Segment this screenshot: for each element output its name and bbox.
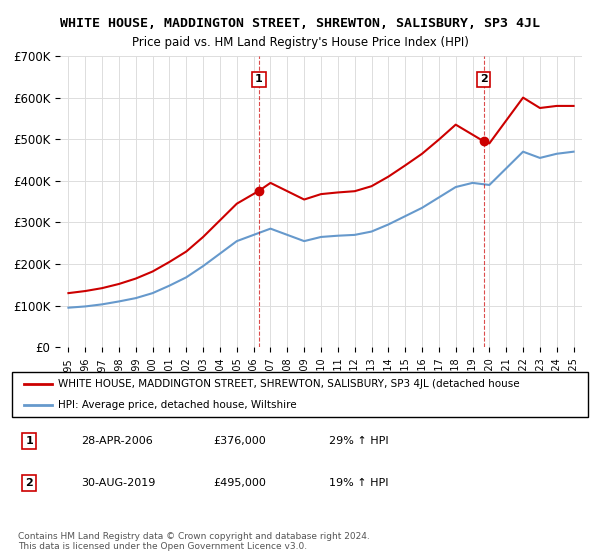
Text: 1: 1 <box>25 436 33 446</box>
Text: HPI: Average price, detached house, Wiltshire: HPI: Average price, detached house, Wilt… <box>58 400 297 410</box>
Text: Price paid vs. HM Land Registry's House Price Index (HPI): Price paid vs. HM Land Registry's House … <box>131 36 469 49</box>
Text: 1: 1 <box>255 74 263 85</box>
Text: £376,000: £376,000 <box>214 436 266 446</box>
Text: £495,000: £495,000 <box>214 478 266 488</box>
Text: 30-AUG-2019: 30-AUG-2019 <box>81 478 155 488</box>
Text: 19% ↑ HPI: 19% ↑ HPI <box>329 478 388 488</box>
Text: WHITE HOUSE, MADDINGTON STREET, SHREWTON, SALISBURY, SP3 4JL (detached house: WHITE HOUSE, MADDINGTON STREET, SHREWTON… <box>58 380 520 390</box>
Text: 29% ↑ HPI: 29% ↑ HPI <box>329 436 388 446</box>
Text: 2: 2 <box>480 74 488 85</box>
Text: 2: 2 <box>25 478 33 488</box>
Text: WHITE HOUSE, MADDINGTON STREET, SHREWTON, SALISBURY, SP3 4JL: WHITE HOUSE, MADDINGTON STREET, SHREWTON… <box>60 17 540 30</box>
FancyBboxPatch shape <box>12 372 588 417</box>
Text: Contains HM Land Registry data © Crown copyright and database right 2024.
This d: Contains HM Land Registry data © Crown c… <box>18 532 370 552</box>
Text: 28-APR-2006: 28-APR-2006 <box>81 436 153 446</box>
